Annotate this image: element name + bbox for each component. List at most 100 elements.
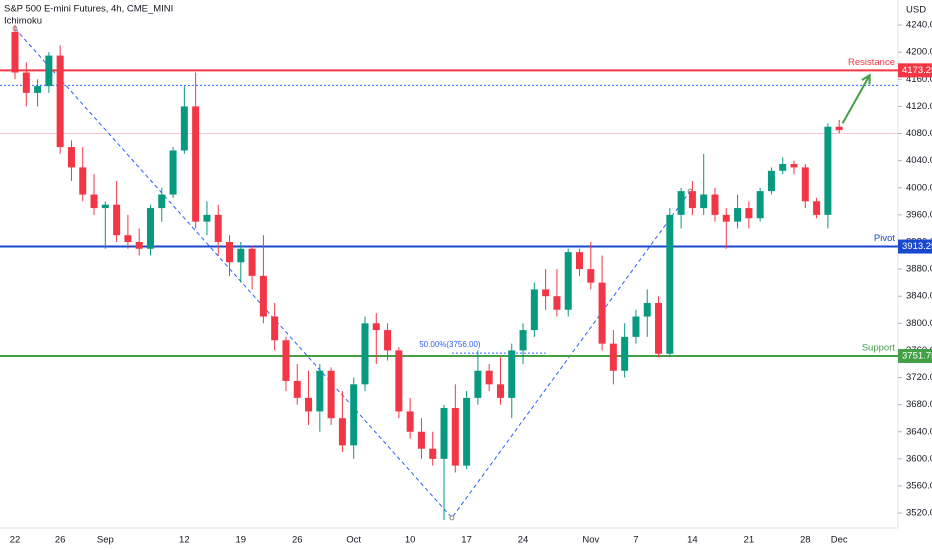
candle-body xyxy=(598,282,606,344)
candle-body xyxy=(293,380,301,398)
y-tick-label: 3560.00 xyxy=(906,480,932,491)
zigzag-line xyxy=(14,28,691,519)
candle-body xyxy=(11,31,19,73)
fib-label: 50.00%(3756.00) xyxy=(419,340,481,349)
candle-body xyxy=(180,106,188,151)
y-tick-label: 4240.00 xyxy=(906,20,932,31)
candle-body xyxy=(474,370,482,398)
candle-body xyxy=(146,208,154,249)
candle-body xyxy=(384,330,392,351)
candle-body xyxy=(214,214,222,242)
candle-body xyxy=(790,164,798,168)
candle-body xyxy=(316,370,324,412)
y-tick-label: 3640.00 xyxy=(906,426,932,437)
candle-body xyxy=(417,431,425,449)
candle-body xyxy=(587,269,595,283)
indicator-label: Ichimoku xyxy=(4,16,42,27)
level-name: Pivot xyxy=(874,233,895,244)
candle-body xyxy=(203,214,211,222)
candle-body xyxy=(101,204,109,209)
level-tag-label: 3751.75 xyxy=(902,351,932,362)
x-tick-label: 14 xyxy=(687,535,698,546)
x-tick-label: 10 xyxy=(405,535,416,546)
candle-body xyxy=(90,194,98,209)
x-tick-label: 21 xyxy=(744,535,755,546)
x-tick-label: 26 xyxy=(55,535,66,546)
level-tag-label: 4173.25 xyxy=(902,65,932,76)
y-tick-label: 4000.00 xyxy=(906,182,932,193)
candle-body xyxy=(237,248,245,263)
x-tick-label: 24 xyxy=(518,535,529,546)
candle-body xyxy=(440,408,448,459)
candle-body xyxy=(564,252,572,310)
candle-body xyxy=(124,235,132,242)
x-tick-label: Dec xyxy=(831,535,848,546)
candle-body xyxy=(327,370,335,419)
y-tick-label: 4120.00 xyxy=(906,101,932,112)
x-tick-label: 12 xyxy=(179,535,190,546)
candle-body xyxy=(553,296,561,310)
zigzag-point xyxy=(449,515,455,521)
y-tick-label: 3680.00 xyxy=(906,399,932,410)
candle-body xyxy=(530,289,538,331)
level-tag-label: 3913.25 xyxy=(902,241,932,252)
currency-label: USD xyxy=(906,5,926,16)
candle-body xyxy=(734,208,742,222)
level-tag xyxy=(898,63,932,78)
candle-body xyxy=(643,302,651,317)
candle-body xyxy=(259,275,267,317)
y-tick-label: 3600.00 xyxy=(906,453,932,464)
candle-body xyxy=(282,340,290,381)
candle-body xyxy=(496,384,504,398)
y-tick-label: 4200.00 xyxy=(906,47,932,58)
candle-body xyxy=(463,397,471,466)
candle-body xyxy=(576,252,583,270)
candle-body xyxy=(767,170,775,192)
x-tick-label: Oct xyxy=(346,535,361,546)
x-tick-label: 17 xyxy=(461,535,472,546)
x-tick-label: 7 xyxy=(633,535,638,546)
level-name: Support xyxy=(862,343,896,354)
candle-body xyxy=(813,201,821,215)
candle-body xyxy=(609,343,617,371)
candle-body xyxy=(34,86,42,93)
candle-body xyxy=(711,194,719,215)
candle-body xyxy=(169,150,177,195)
y-tick-label: 4080.00 xyxy=(906,128,932,139)
candle-body xyxy=(519,330,527,351)
y-tick-label: 3800.00 xyxy=(906,318,932,329)
candle-body xyxy=(395,350,403,412)
candle-body xyxy=(632,316,640,337)
candle-body xyxy=(67,147,75,168)
candle-body xyxy=(361,323,369,385)
level-tag xyxy=(898,349,932,364)
y-tick-label: 3520.00 xyxy=(906,508,932,519)
candle-body xyxy=(677,191,685,215)
level-tag xyxy=(898,239,932,254)
y-tick-label: 3840.00 xyxy=(906,291,932,302)
x-tick-label: 28 xyxy=(800,535,811,546)
candle-body xyxy=(835,126,843,131)
x-tick-label: 26 xyxy=(292,535,303,546)
arrow-line xyxy=(841,74,871,124)
candle-body xyxy=(192,106,200,222)
candle-body xyxy=(372,323,380,331)
level-name: Resistance xyxy=(848,57,895,68)
candle-body xyxy=(756,191,764,219)
y-tick-label: 3960.00 xyxy=(906,209,932,220)
candle-body xyxy=(406,411,414,432)
candle-body xyxy=(779,164,787,171)
x-tick-label: 22 xyxy=(10,535,21,546)
y-tick-label: 4160.00 xyxy=(906,74,932,85)
candle-body xyxy=(508,350,516,398)
candle-body xyxy=(429,448,437,459)
arrow-head xyxy=(861,73,871,85)
candle-body xyxy=(485,370,493,385)
candle-body xyxy=(248,248,256,276)
candle-body xyxy=(542,289,550,297)
candle-body xyxy=(271,316,279,341)
candle-body xyxy=(621,336,629,371)
candle-body xyxy=(135,241,143,249)
